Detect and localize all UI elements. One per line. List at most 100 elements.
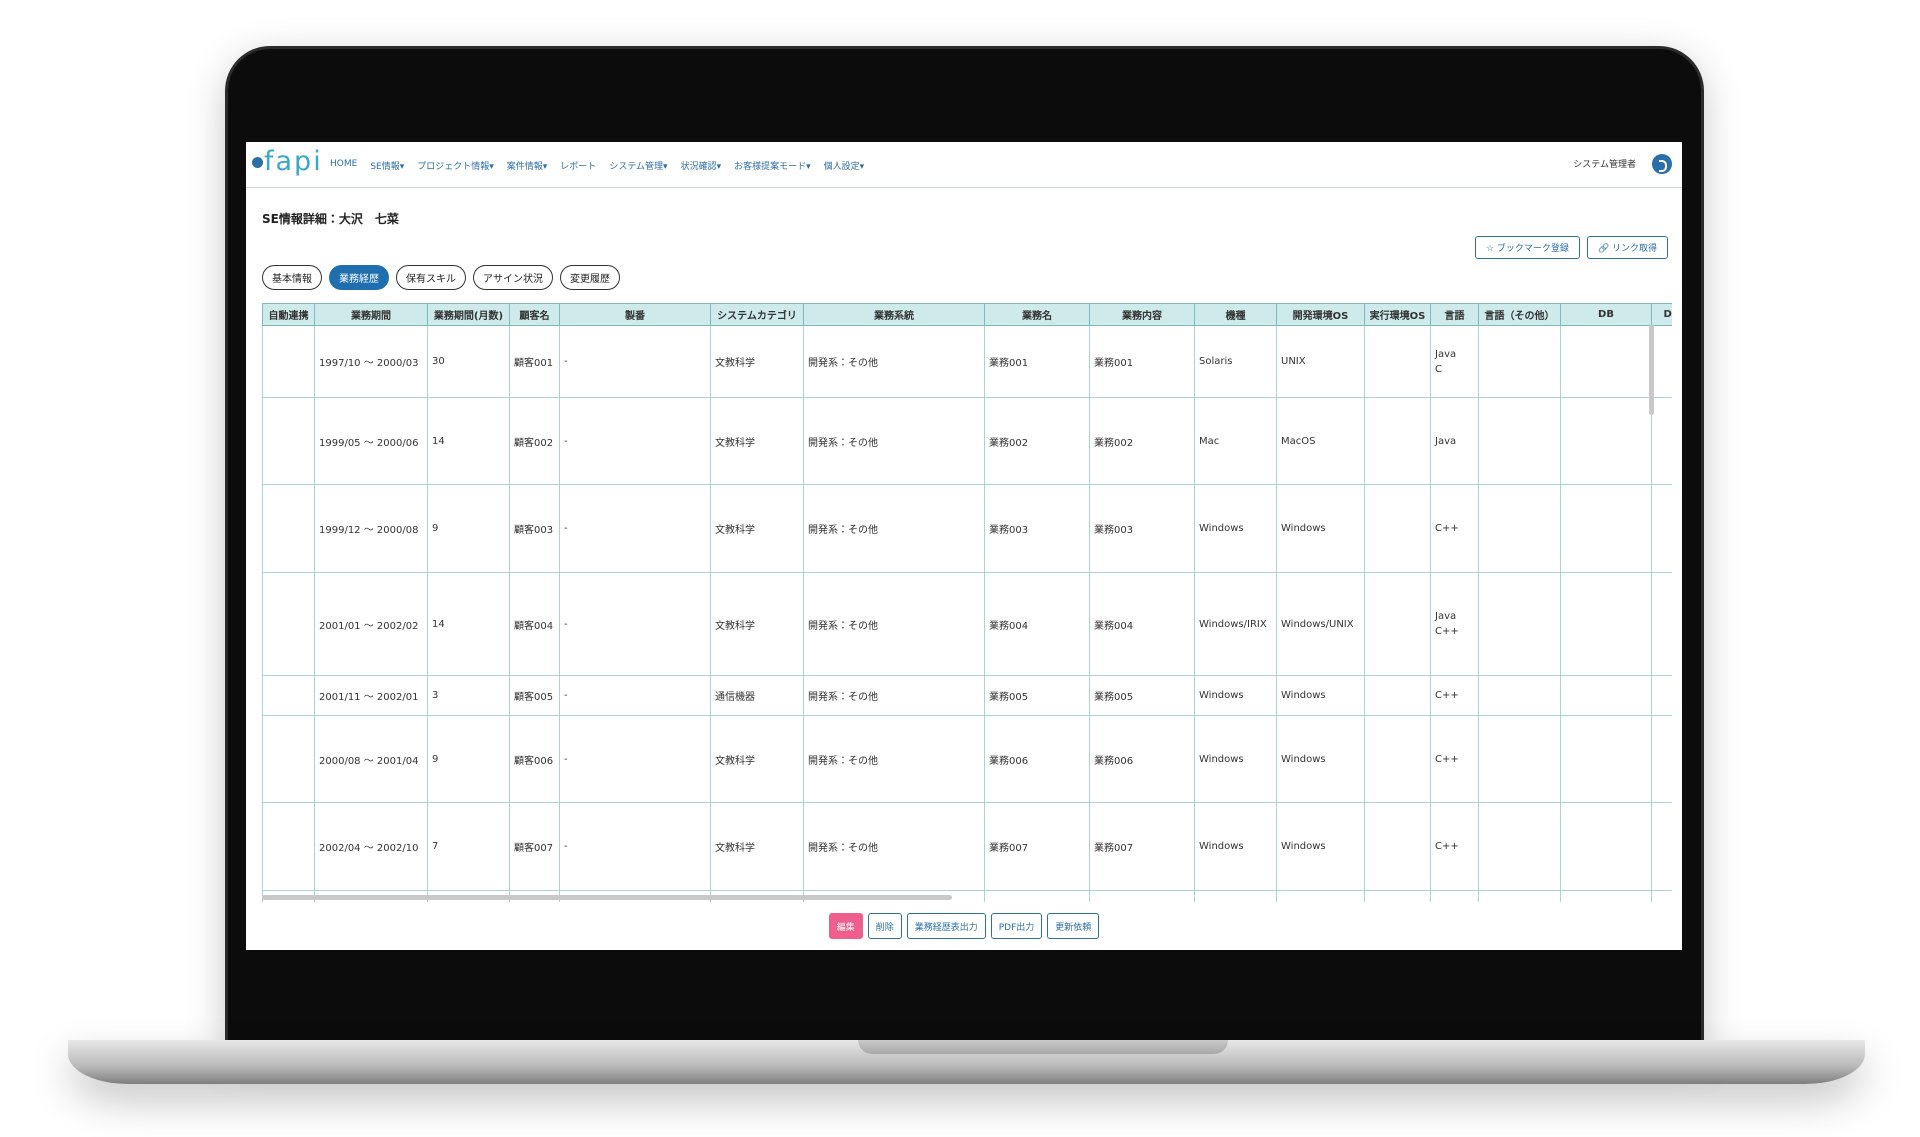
nav-item[interactable]: プロジェクト情報▾ <box>417 162 494 172</box>
table-cell: Windows <box>1276 802 1365 891</box>
footer-button[interactable]: 削除 <box>867 913 902 939</box>
footer-button[interactable]: 編集 <box>828 913 863 939</box>
nav-item[interactable]: レポート <box>560 162 597 172</box>
table-cell <box>1560 572 1652 676</box>
table-cell: Windows <box>1194 715 1277 803</box>
table-cell <box>262 715 315 803</box>
table-cell: Java C++ <box>1430 572 1479 676</box>
column-header: DB <box>1560 303 1652 326</box>
table-cell: 1999/12 ～ 2000/08 <box>314 484 428 573</box>
table-cell <box>1478 715 1561 803</box>
table-cell <box>262 572 315 676</box>
language: C++ <box>1435 690 1459 701</box>
table-cell: 業務003 <box>1089 484 1195 573</box>
logo-icon <box>252 157 263 168</box>
column-header: システムカテゴリ <box>710 303 804 326</box>
column-header: 機種 <box>1194 303 1277 326</box>
table-cell: Windows <box>1276 715 1365 803</box>
tab[interactable]: 基本情報 <box>262 265 322 290</box>
table-cell: 3 <box>427 675 510 716</box>
table-cell: 業務007 <box>1089 802 1195 891</box>
table-cell: C++ <box>1430 715 1479 803</box>
table-row: 2001/11 ～ 2002/01 3 顧客005- 通信機器 開発系：その他 業務005… <box>262 675 1672 716</box>
tab[interactable]: アサイン状況 <box>473 265 553 290</box>
column-header: 製番 <box>559 303 711 326</box>
table-cell: 業務006 <box>984 715 1090 803</box>
table-cell: 文教科学 <box>710 715 804 803</box>
nav-item[interactable]: SE情報▾ <box>370 162 405 172</box>
tab[interactable]: 保有スキル <box>396 265 466 290</box>
footer-button[interactable]: 更新依頼 <box>1047 913 1100 939</box>
table-cell: 業務005 <box>984 675 1090 716</box>
table-cell <box>1651 397 1672 485</box>
nav-item[interactable]: HOME <box>330 159 358 169</box>
table-cell <box>1651 715 1672 803</box>
table-cell <box>262 325 315 398</box>
nav-item[interactable]: システム管理▾ <box>609 162 668 172</box>
column-header: 言語（その他） <box>1478 303 1561 326</box>
action-button[interactable]: ☆ ブックマーク登録 <box>1475 236 1580 259</box>
table-cell: C++ <box>1430 802 1479 891</box>
table-cell: 2000/08 ～ 2001/04 <box>314 715 428 803</box>
logo[interactable]: fapi <box>264 146 323 177</box>
table-cell: 文教科学 <box>710 802 804 891</box>
table-cell: 業務001 <box>1089 325 1195 398</box>
vertical-scrollbar[interactable] <box>1649 325 1654 415</box>
table-cell: 9 <box>427 715 510 803</box>
table-cell: - <box>559 325 711 398</box>
action-button[interactable]: 🔗 リンク取得 <box>1586 236 1669 259</box>
table-cell <box>1560 397 1652 485</box>
table-cell: 通信機器 <box>710 675 804 716</box>
table-cell <box>262 484 315 573</box>
column-header: 業務内容 <box>1089 303 1195 326</box>
language: Java <box>1435 435 1457 447</box>
table-cell: Solaris <box>1194 325 1277 398</box>
logout-button[interactable] <box>1652 154 1672 174</box>
tab[interactable]: 業務経歴 <box>329 265 389 290</box>
table-cell: 業務006 <box>1089 715 1195 803</box>
footer-buttons: 編集 削除 業務経歴表出力 PDF出力 更新依頼 <box>246 913 1682 939</box>
footer-button[interactable]: 業務経歴表出力 <box>906 913 986 939</box>
horizontal-scrollbar[interactable] <box>262 895 952 900</box>
table-cell: - <box>559 802 711 891</box>
table-cell: 顧客007 <box>509 802 560 891</box>
table-cell: Windows/UNIX <box>1276 572 1365 676</box>
table-row: 2001/01 ～ 2002/02 14 顧客004- 文教科学 開発系：その他 業務00… <box>262 572 1672 676</box>
column-header: 顧客名 <box>509 303 560 326</box>
table-cell: 開発系：その他 <box>803 715 985 803</box>
table-cell: 14 <box>427 572 510 676</box>
table-cell <box>1364 802 1431 891</box>
table-cell: Windows <box>1194 675 1277 716</box>
table-cell: UNIX <box>1276 325 1365 398</box>
screen: fapi HOME SE情報▾ プロジェクト情報▾ 案件情報▾ レポート システム管理▾ 状… <box>246 142 1682 950</box>
table-cell: 顧客004 <box>509 572 560 676</box>
table-cell: 顧客005 <box>509 675 560 716</box>
action-buttons: ☆ ブックマーク登録 🔗 リンク取得 <box>1475 236 1669 259</box>
table-cell: 文教科学 <box>710 484 804 573</box>
table-cell <box>1478 572 1561 676</box>
table-cell: 顧客001 <box>509 325 560 398</box>
table-cell <box>1478 675 1561 716</box>
table-cell <box>1276 890 1365 902</box>
language: Java <box>1435 611 1457 622</box>
language: C++ <box>1435 523 1459 534</box>
table-cell <box>1560 802 1652 891</box>
table-cell <box>1560 890 1652 902</box>
table-cell <box>1478 397 1561 485</box>
table-cell <box>1364 890 1431 902</box>
nav-item[interactable]: 個人設定▾ <box>823 162 865 172</box>
table-cell: 開発系：その他 <box>803 325 985 398</box>
table-cell <box>1194 890 1277 902</box>
tab[interactable]: 変更履歴 <box>560 265 620 290</box>
table-row: 2000/08 ～ 2001/04 9 顧客006- 文教科学 開発系：その他 業務006… <box>262 715 1672 803</box>
table-cell: 業務002 <box>984 397 1090 485</box>
table-cell <box>1089 890 1195 902</box>
career-table: 自動連携 業務期間 業務期間(月数) 顧客名 製番 システムカテゴリ 業務系統 業務名 業務内容… <box>262 303 1672 902</box>
table-cell: 文教科学 <box>710 572 804 676</box>
nav-item[interactable]: お客様提案モード▾ <box>734 162 811 172</box>
nav-item[interactable]: 状況確認▾ <box>680 162 722 172</box>
table-cell: Windows <box>1194 484 1277 573</box>
nav-item[interactable]: 案件情報▾ <box>506 162 548 172</box>
footer-button[interactable]: PDF出力 <box>990 913 1043 939</box>
